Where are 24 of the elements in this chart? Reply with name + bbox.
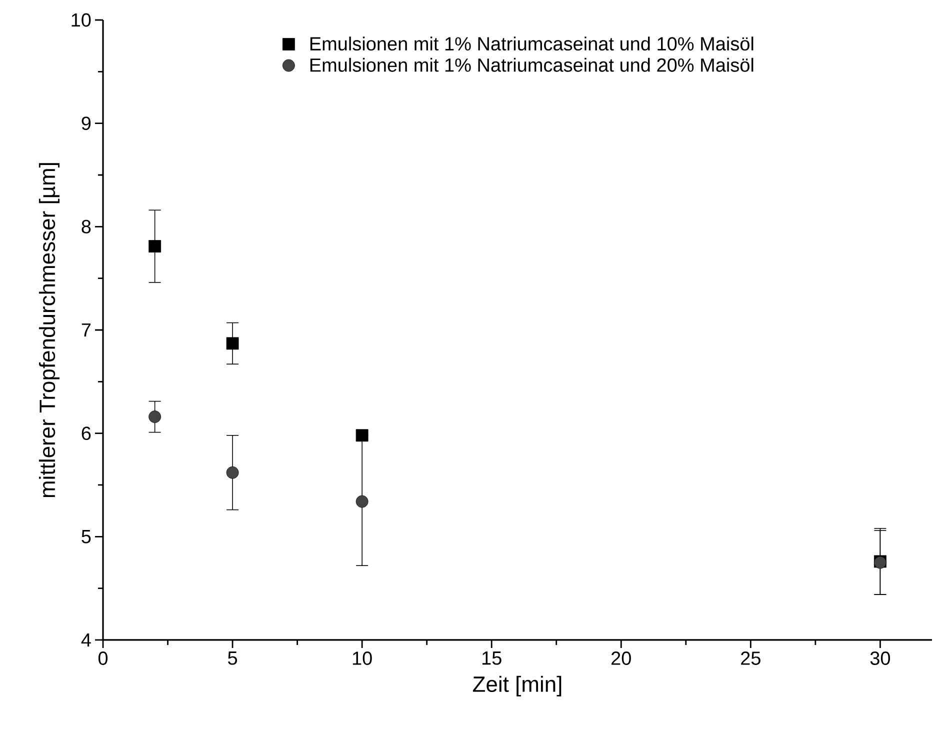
x-axis-title: Zeit [min]: [472, 676, 562, 696]
y-tick-label: 5: [82, 530, 91, 544]
x-tick-label: 5: [228, 652, 238, 665]
y-tick-label: 9: [82, 116, 91, 130]
legend-label: Emulsionen mit 1% Natriumcaseinat und 10% Maisöl: [310, 36, 754, 51]
point: [226, 337, 239, 350]
y-tick-label: 8: [82, 220, 91, 234]
y-tick-label: 6: [82, 426, 91, 440]
point: [356, 495, 368, 508]
y-tick-label: 7: [82, 323, 91, 337]
point: [148, 410, 162, 423]
y-axis-title: mittlerer Tropfendurchmesser [µm]: [38, 163, 60, 498]
y-tick-label: 4: [81, 633, 91, 647]
x-tick-label: 25: [741, 652, 760, 665]
x-tick-label: 30: [870, 652, 890, 665]
point: [356, 429, 368, 442]
x-tick-label: 0: [98, 652, 108, 665]
x-tick-label: 15: [482, 652, 502, 665]
point: [148, 240, 162, 252]
legend-label: Emulsionen mit 1% Natriumcaseinat und 20% Maisöl: [310, 58, 754, 72]
x-tick-label: 20: [612, 652, 631, 665]
y-tick-label: 10: [72, 13, 91, 27]
x-tick-label: 10: [352, 652, 372, 665]
point: [226, 466, 239, 479]
